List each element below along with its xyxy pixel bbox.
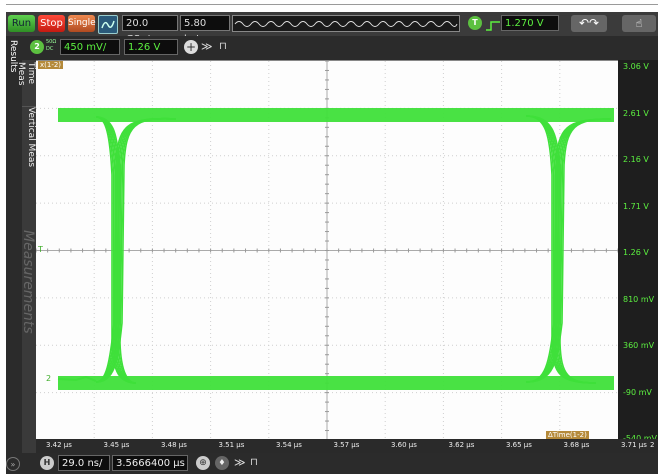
- x-tick-label: 3.68 μs: [563, 441, 590, 449]
- expand-icon[interactable]: »: [6, 457, 20, 471]
- coupling-indicator: 50Ω DC: [46, 39, 58, 55]
- acquisition-toolbar: Run Stop Single 20.0 GSa/s 5.80 kpts T 1…: [6, 12, 658, 45]
- waveform-trace: [95, 116, 137, 384]
- waveform-trace: [95, 117, 177, 383]
- undo-redo-icon[interactable]: ↶↷: [571, 15, 607, 32]
- y-tick-label: 1.71 V: [623, 201, 649, 211]
- y-tick-label: 360 mV: [623, 341, 655, 350]
- waveform-trace: [57, 375, 97, 382]
- y-tick-label: 2.61 V: [623, 108, 649, 118]
- zoom-icon[interactable]: ⊕: [196, 456, 210, 470]
- measurements-watermark: Measurements: [20, 230, 36, 334]
- single-button[interactable]: Single: [68, 15, 96, 32]
- x-tick-label: 3.71 μs: [621, 441, 647, 449]
- x-tick-label: 3.62 μs: [448, 441, 475, 449]
- acquisition-mode-icon[interactable]: [98, 15, 118, 34]
- vertical-offset-field[interactable]: 1.26 V: [124, 39, 178, 55]
- tab-time-meas[interactable]: Time Meas: [16, 62, 36, 86]
- x-tick-label: 3.65 μs: [506, 441, 532, 449]
- y-tick-label: 810 mV: [623, 294, 655, 304]
- sample-rate-field[interactable]: 20.0 GSa/s: [122, 15, 178, 45]
- coupling-mode: DC: [46, 46, 54, 52]
- waveform-overview[interactable]: [232, 15, 460, 32]
- marker-tag-top: x(1-2): [38, 61, 64, 69]
- more-icon[interactable]: ≫: [201, 40, 213, 53]
- y-tick-label: 3.06 V: [623, 62, 649, 71]
- touch-icon[interactable]: ☝: [622, 15, 656, 32]
- y-tick-label: 2.16 V: [623, 155, 649, 164]
- y-tick-label: 1.26 V: [623, 248, 649, 257]
- x-tick-label: 3.51 μs: [218, 441, 245, 449]
- measurement-tabs: Time Meas Vertical Meas: [16, 60, 36, 460]
- x-tick-label: 3.48 μs: [161, 441, 187, 449]
- vertical-scale-field[interactable]: 450 mV/: [60, 39, 120, 55]
- waveform-trace: [58, 376, 614, 390]
- time-position-field[interactable]: 3.5666400 μs: [112, 455, 188, 471]
- channel-2-icon[interactable]: 2: [30, 40, 44, 54]
- waveform-svg: [35, 60, 619, 441]
- x-tick-label: 3.57 μs: [333, 441, 360, 449]
- tab-vertical-meas[interactable]: Vertical Meas: [22, 106, 36, 197]
- waveform-trace: [525, 118, 612, 383]
- trigger-source-icon[interactable]: T: [468, 16, 482, 30]
- stop-button[interactable]: Stop: [38, 15, 65, 32]
- add-icon[interactable]: +: [184, 40, 198, 54]
- x-tick-label: 3.45 μs: [103, 441, 130, 449]
- memory-depth-field[interactable]: 5.80 kpts: [180, 15, 230, 45]
- y-tick-label: -90 mV: [623, 387, 652, 397]
- waveform-trace: [525, 115, 597, 384]
- run-button[interactable]: Run: [8, 15, 35, 32]
- pin-icon[interactable]: ⊓: [219, 41, 227, 52]
- results-tab-label[interactable]: Results: [8, 40, 18, 73]
- delta-time-tag: ΔTime(1-2): [546, 431, 589, 439]
- rising-edge-icon[interactable]: [486, 17, 500, 31]
- y-tick-label: -540 mV: [623, 434, 657, 443]
- coupling-impedance: 50Ω: [46, 39, 57, 45]
- time-scale-field[interactable]: 29.0 ns/: [58, 455, 110, 471]
- waveform-display[interactable]: x(1-2) ΔTime(1-2) T 2: [35, 60, 619, 441]
- horizontal-toolbar: H 29.0 ns/ 3.5666400 μs ⊕ ♦ ≫ ⊓: [6, 453, 658, 474]
- x-axis: 2 3.42 μs 3.45 μs 3.48 μs 3.51 μs 3.54 μs 3.5…: [36, 439, 658, 453]
- x-tick-label: 3.42 μs: [46, 441, 72, 449]
- top-divider: [6, 4, 658, 5]
- y-axis: 3.06 V 2.61 V 2.16 V 1.71 V 1.26 V 810 mV 360 …: [618, 60, 658, 443]
- results-panel-tab[interactable]: Results: [6, 36, 22, 474]
- x-tick-label: 3.60 μs: [391, 441, 417, 449]
- x-tick-label: 3.54 μs: [276, 441, 302, 449]
- x-axis-end-tag: 2: [650, 441, 655, 449]
- more-icon[interactable]: ≫: [234, 456, 246, 469]
- waveform-trace: [58, 108, 614, 122]
- pin-icon[interactable]: ⊓: [250, 457, 258, 468]
- ground-marker[interactable]: 2: [46, 374, 52, 383]
- horizontal-icon[interactable]: H: [40, 456, 54, 470]
- trigger-marker[interactable]: T: [38, 245, 43, 254]
- channel-toolbar: 2 50Ω DC 450 mV/ 1.26 V + ≫ ⊓: [6, 36, 658, 60]
- navigate-icon[interactable]: ♦: [215, 456, 229, 470]
- trigger-level-field[interactable]: 1.270 V: [501, 15, 559, 31]
